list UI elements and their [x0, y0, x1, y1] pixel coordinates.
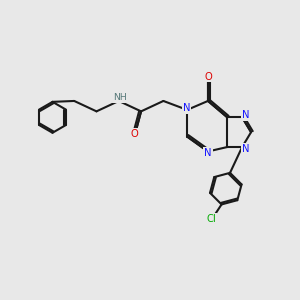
- Text: N: N: [204, 148, 212, 158]
- Text: O: O: [131, 129, 138, 139]
- Text: NH: NH: [113, 93, 127, 102]
- Text: O: O: [204, 72, 212, 82]
- Text: N: N: [242, 110, 250, 120]
- Text: N: N: [242, 143, 250, 154]
- Text: Cl: Cl: [206, 214, 216, 224]
- Text: N: N: [183, 103, 190, 113]
